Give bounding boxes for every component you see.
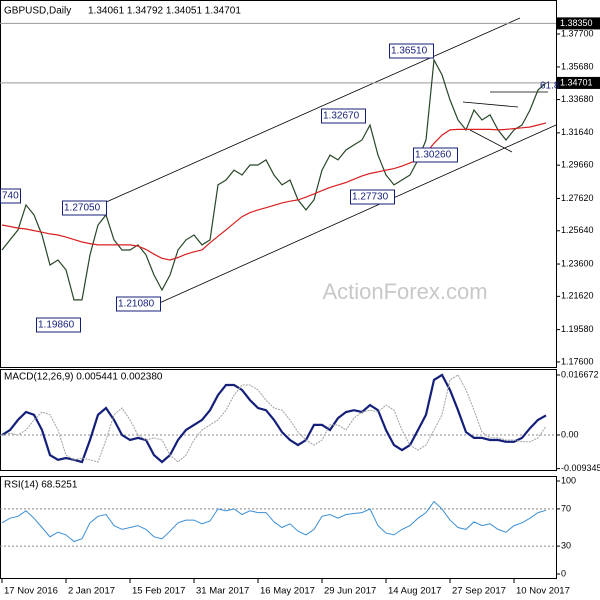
y-tick-label: 1.17600 (561, 356, 594, 366)
level-box (557, 76, 600, 89)
series-line (1, 373, 547, 464)
level-label: 1.38350 (560, 18, 593, 28)
x-tick-label: 10 Nov 2017 (516, 586, 570, 597)
x-tick-label: 16 May 2017 (260, 586, 315, 597)
y-tick-label: 1.23600 (561, 258, 594, 268)
y-tick-label: 1.27620 (561, 193, 594, 203)
annotation: 1.30260 (415, 150, 452, 161)
annotation-box (0, 188, 21, 204)
x-tick-label: 14 Aug 2017 (388, 586, 441, 597)
channel-upper (94, 17, 521, 208)
series-line (1, 374, 547, 463)
y-tick-label: 1.35680 (561, 61, 594, 71)
annotation: 1.32670 (323, 111, 360, 122)
indicator-title: MACD(12,26,9) 0.005441 0.002380 (4, 372, 163, 383)
y-tick-label: 1.29660 (561, 160, 594, 170)
annotation: 1.36510 (391, 46, 428, 57)
y-tick-label: 1.37700 (561, 28, 594, 38)
annotation-box (413, 147, 458, 163)
annotation-box (350, 189, 395, 205)
y-tick-label: 0 (561, 568, 566, 578)
y-tick-label: 1.25640 (561, 225, 594, 235)
y-tick-label: 1.21620 (561, 291, 594, 301)
watermark: ActionForex.com (322, 279, 487, 304)
triangle-bottom (469, 129, 513, 153)
annotation-box (36, 317, 81, 333)
indicator-title: RSI(14) 68.5251 (4, 480, 78, 491)
y-tick-label: 1.33680 (561, 94, 594, 104)
y-tick-label: 100 (561, 475, 576, 485)
y-tick-label: 70 (561, 503, 571, 513)
annotation-box (321, 108, 366, 124)
x-tick-label: 29 Jun 2017 (324, 586, 376, 597)
annotation-box (116, 296, 161, 312)
series-line (1, 500, 547, 543)
x-tick-label: 17 Nov 2016 (4, 586, 58, 597)
level-box (557, 17, 600, 30)
annotation-box (62, 200, 107, 216)
y-tick-label: -0.009345 (561, 463, 600, 473)
triangle-top (462, 101, 519, 108)
ohlc-values: 1.34061 1.34792 1.34051 1.34701 (88, 6, 241, 17)
channel-lower (154, 124, 557, 306)
series-line (1, 122, 547, 261)
series-line (1, 57, 547, 301)
level-label: 1.34701 (560, 77, 593, 87)
price-panel (0, 0, 557, 368)
x-tick-label: 31 Mar 2017 (196, 586, 249, 597)
annotation: 1.19860 (38, 320, 75, 331)
chart-title: GBPUSD,Daily (4, 6, 71, 17)
y-tick-label: 30 (561, 540, 571, 550)
annotation: 61.8 (540, 81, 560, 92)
rsi-panel (0, 476, 557, 579)
annotation-box (389, 43, 434, 59)
annotation: 1.21080 (118, 299, 155, 310)
y-tick-label: 1.31640 (561, 127, 594, 137)
x-tick-label: 15 Feb 2017 (132, 586, 185, 597)
y-tick-label: 0.00 (561, 429, 579, 439)
annotation: 1.27050 (64, 203, 101, 214)
x-tick-label: 27 Sep 2017 (452, 586, 506, 597)
annotation: 1.27730 (352, 192, 389, 203)
x-tick-label: 2 Jan 2017 (68, 586, 115, 597)
annotation: 740 (2, 191, 19, 202)
y-tick-label: 0.016672 (561, 369, 599, 379)
y-tick-label: 1.19580 (561, 324, 594, 334)
